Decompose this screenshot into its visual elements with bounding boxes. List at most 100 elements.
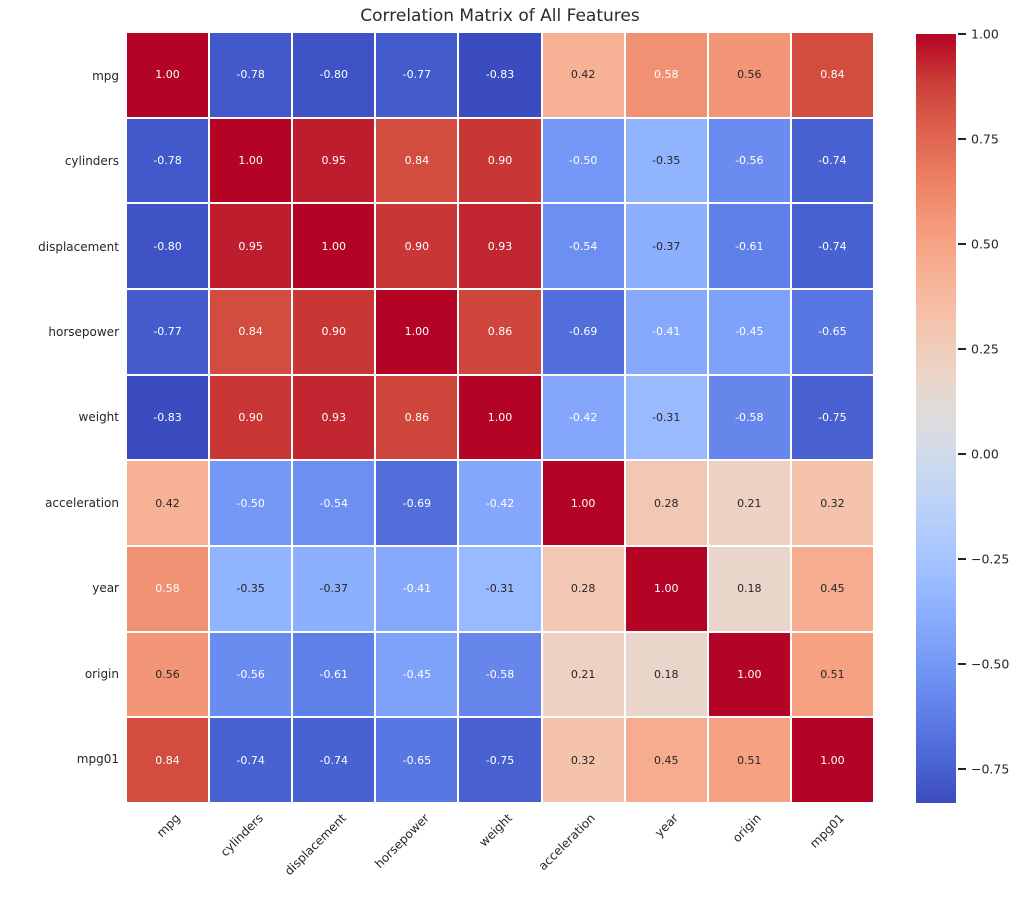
heatmap-cell-mpg01-mpg: 0.84: [127, 718, 209, 802]
heatmap-cell-cylinders-year: -0.35: [625, 118, 707, 203]
y-axis-labels: mpg cylinders displacement horsepower weight…: [0, 33, 119, 802]
colorbar-tick-label: 0.75: [971, 131, 999, 147]
heatmap-cell-cylinders-mpg01: -0.74: [791, 118, 873, 203]
heatmap-cell-mpg01-horsepower: -0.65: [376, 718, 458, 802]
heatmap-cell-mpg01-mpg01: 1.00: [791, 718, 873, 802]
heatmap-cell-mpg01-displacement: -0.74: [293, 718, 375, 802]
heatmap-cell-year-displacement: -0.37: [293, 546, 375, 631]
heatmap-cell-displacement-horsepower: 0.90: [376, 204, 458, 288]
heatmap-cell-acceleration-mpg: 0.42: [127, 461, 209, 545]
y-tick-label-mpg01: mpg01: [76, 752, 119, 767]
colorbar-tickmark: [958, 663, 966, 666]
heatmap-cell-acceleration-year: 0.28: [625, 461, 707, 545]
y-tick-label-acceleration: acceleration: [45, 495, 119, 510]
heatmap-cell-origin-cylinders: -0.56: [210, 632, 292, 717]
colorbar-tickmark: [958, 558, 966, 561]
y-tick-label-mpg: mpg: [92, 68, 119, 83]
heatmap-cell-horsepower-weight: 0.86: [459, 289, 541, 374]
heatmap-cell-displacement-weight: 0.93: [459, 204, 541, 288]
y-tick-label-displacement: displacement: [38, 239, 119, 254]
heatmap-cell-displacement-mpg: -0.80: [127, 204, 209, 288]
x-tick-label-cylinders: cylinders: [218, 811, 267, 860]
colorbar-tickmark: [958, 138, 966, 141]
heatmap-cell-origin-acceleration: 0.21: [542, 632, 624, 717]
heatmap-cell-displacement-acceleration: -0.54: [542, 204, 624, 288]
heatmap-cell-year-weight: -0.31: [459, 546, 541, 631]
y-tick-label-horsepower: horsepower: [48, 325, 119, 340]
colorbar-tickmark: [958, 768, 966, 771]
heatmap-cell-origin-weight: -0.58: [459, 632, 541, 717]
heatmap-cell-year-year: 1.00: [625, 546, 707, 631]
heatmap-cell-displacement-mpg01: -0.74: [791, 204, 873, 288]
heatmap-cell-mpg01-cylinders: -0.74: [210, 718, 292, 802]
heatmap-cell-mpg-origin: 0.56: [708, 33, 790, 117]
heatmap-cell-weight-mpg: -0.83: [127, 375, 209, 460]
heatmap-cell-year-mpg01: 0.45: [791, 546, 873, 631]
heatmap-cell-weight-horsepower: 0.86: [376, 375, 458, 460]
heatmap-cell-origin-mpg01: 0.51: [791, 632, 873, 717]
x-tick-label-mpg01: mpg01: [806, 811, 847, 851]
heatmap-cell-cylinders-weight: 0.90: [459, 118, 541, 203]
heatmap-cell-year-mpg: 0.58: [127, 546, 209, 631]
x-tick-label-horsepower: horsepower: [372, 811, 433, 871]
colorbar-tick-label: 1.00: [971, 26, 999, 42]
heatmap-cell-acceleration-mpg01: 0.32: [791, 461, 873, 545]
heatmap-cell-cylinders-displacement: 0.95: [293, 118, 375, 203]
heatmap-cell-mpg-cylinders: -0.78: [210, 33, 292, 117]
y-tick-label-cylinders: cylinders: [64, 154, 119, 169]
colorbar-tickmark: [958, 243, 966, 246]
x-tick-label-mpg: mpg: [154, 811, 184, 840]
heatmap-cell-weight-displacement: 0.93: [293, 375, 375, 460]
heatmap-cell-mpg-acceleration: 0.42: [542, 33, 624, 117]
colorbar-tickmark: [958, 453, 966, 456]
heatmap-cell-horsepower-horsepower: 1.00: [376, 289, 458, 374]
heatmap-cell-mpg-year: 0.58: [625, 33, 707, 117]
y-tick-label-year: year: [92, 581, 119, 596]
heatmap-cell-weight-weight: 1.00: [459, 375, 541, 460]
heatmap-cell-mpg01-acceleration: 0.32: [542, 718, 624, 802]
x-tick-label-year: year: [651, 811, 681, 840]
heatmap-cell-horsepower-acceleration: -0.69: [542, 289, 624, 374]
heatmap-cell-acceleration-cylinders: -0.50: [210, 461, 292, 545]
heatmap-cell-cylinders-mpg: -0.78: [127, 118, 209, 203]
heatmap-cell-displacement-origin: -0.61: [708, 204, 790, 288]
colorbar-tick-label: 0.50: [971, 236, 999, 252]
heatmap-cell-year-acceleration: 0.28: [542, 546, 624, 631]
heatmap-cell-mpg-mpg: 1.00: [127, 33, 209, 117]
colorbar-tickmark: [958, 348, 966, 351]
heatmap-cell-mpg01-origin: 0.51: [708, 718, 790, 802]
heatmap-cell-mpg-mpg01: 0.84: [791, 33, 873, 117]
heatmap-cell-year-cylinders: -0.35: [210, 546, 292, 631]
heatmap-cell-horsepower-displacement: 0.90: [293, 289, 375, 374]
x-tick-label-acceleration: acceleration: [535, 811, 598, 874]
heatmap-cell-displacement-cylinders: 0.95: [210, 204, 292, 288]
heatmap-cell-mpg01-weight: -0.75: [459, 718, 541, 802]
heatmap-cell-year-horsepower: -0.41: [376, 546, 458, 631]
colorbar-tick-label: 0.00: [971, 446, 999, 462]
heatmap-cell-acceleration-origin: 0.21: [708, 461, 790, 545]
heatmap-cell-cylinders-origin: -0.56: [708, 118, 790, 203]
x-tick-label-origin: origin: [729, 811, 764, 846]
colorbar-tick-label: 0.25: [971, 341, 999, 357]
heatmap-cell-displacement-year: -0.37: [625, 204, 707, 288]
heatmap-cell-horsepower-mpg01: -0.65: [791, 289, 873, 374]
heatmap-cell-weight-origin: -0.58: [708, 375, 790, 460]
x-tick-label-displacement: displacement: [282, 811, 350, 879]
heatmap-cell-acceleration-weight: -0.42: [459, 461, 541, 545]
colorbar-gradient: [916, 34, 956, 803]
y-tick-label-origin: origin: [84, 666, 119, 681]
heatmap-cell-origin-year: 0.18: [625, 632, 707, 717]
heatmap-cell-mpg01-year: 0.45: [625, 718, 707, 802]
heatmap-grid: 1.00 -0.78 -0.80 -0.77 -0.83 0.42 0.58 0.56 0.84…: [127, 33, 873, 802]
heatmap-cell-cylinders-cylinders: 1.00: [210, 118, 292, 203]
heatmap-cell-origin-horsepower: -0.45: [376, 632, 458, 717]
heatmap-cell-mpg-displacement: -0.80: [293, 33, 375, 117]
heatmap-cell-cylinders-horsepower: 0.84: [376, 118, 458, 203]
heatmap-cell-displacement-displacement: 1.00: [293, 204, 375, 288]
chart-title: Correlation Matrix of All Features: [360, 6, 640, 26]
heatmap-cell-acceleration-horsepower: -0.69: [376, 461, 458, 545]
heatmap-cell-horsepower-mpg: -0.77: [127, 289, 209, 374]
x-tick-label-weight: weight: [476, 811, 515, 850]
heatmap-cell-horsepower-origin: -0.45: [708, 289, 790, 374]
